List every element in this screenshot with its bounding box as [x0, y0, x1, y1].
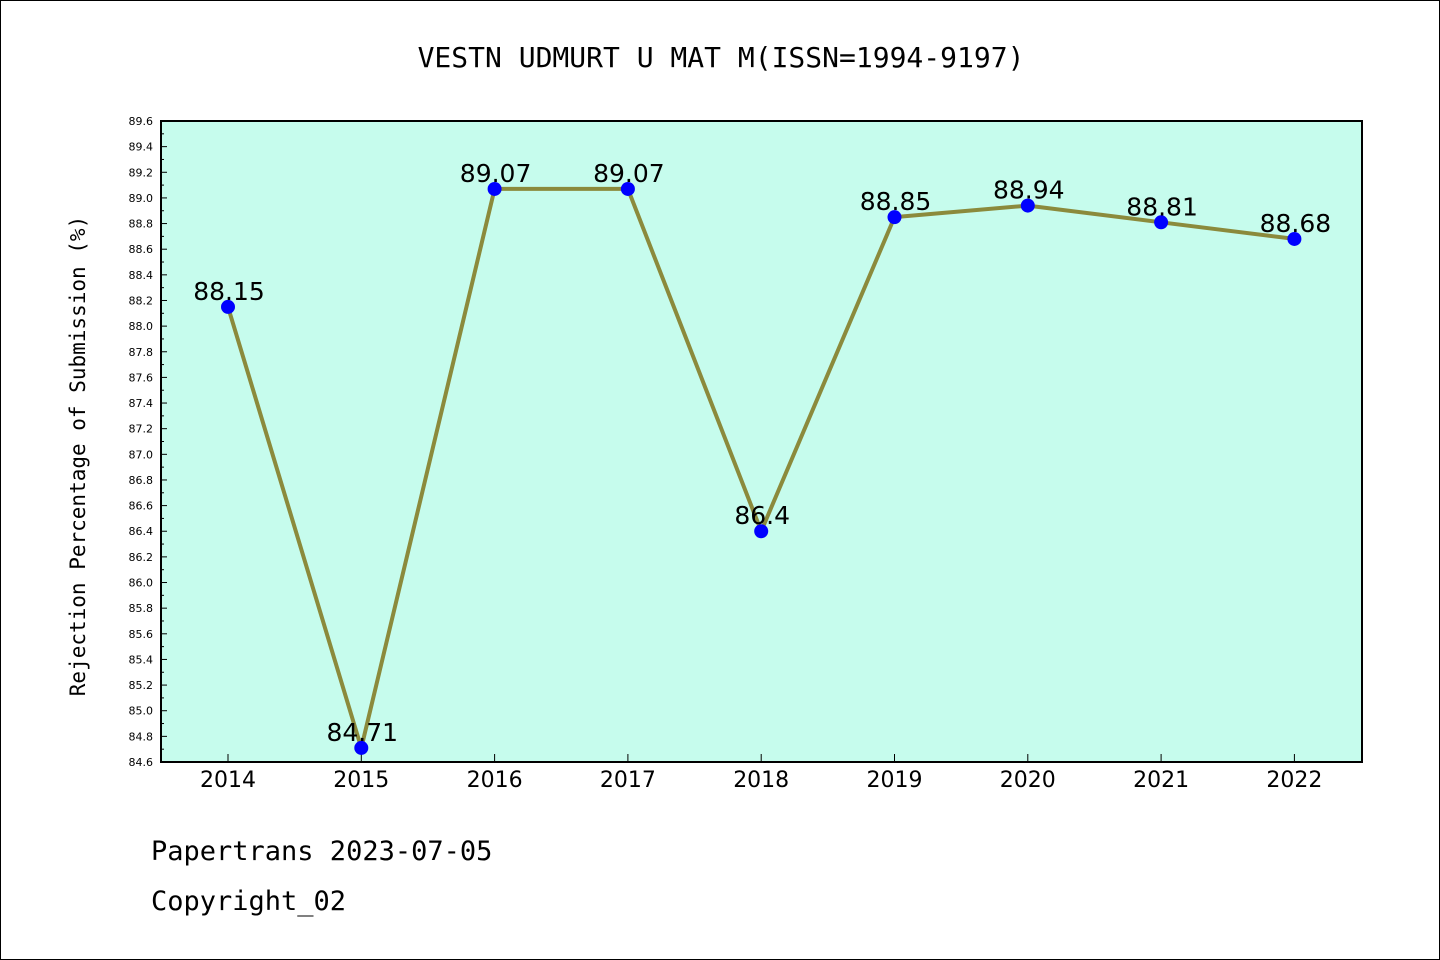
y-tick-label: 87.2 [129, 423, 154, 436]
y-tick-label: 89.6 [129, 115, 154, 128]
y-axis-label: Rejection Percentage of Submission (%) [66, 216, 90, 696]
y-tick-label: 86.0 [129, 577, 154, 590]
x-tick-label: 2014 [200, 768, 256, 793]
x-tick-label: 2022 [1266, 768, 1322, 793]
y-tick-label: 88.6 [129, 243, 154, 256]
data-point [1154, 215, 1169, 230]
x-axis: 2014 2015 2016 2017 2018 2019 2020 2021 2022 [200, 754, 1322, 793]
series-group: 88.15 84.71 89.07 89.07 86.4 88.85 88.94 88.81 8… [193, 159, 1331, 755]
data-label: 88.68 [1260, 209, 1332, 238]
data-label: 88.85 [860, 187, 932, 216]
y-tick-label: 88.0 [129, 320, 154, 333]
x-tick-label: 2019 [867, 768, 923, 793]
y-tick-label: 84.8 [129, 730, 154, 743]
y-tick-label: 86.2 [129, 551, 154, 564]
data-label: 86.4 [734, 501, 790, 530]
y-tick-label: 88.8 [129, 218, 154, 231]
data-point [887, 210, 902, 225]
x-tick-label: 2020 [1000, 768, 1056, 793]
data-point [620, 181, 635, 196]
data-point [754, 524, 769, 539]
x-tick-label: 2018 [733, 768, 789, 793]
data-point [487, 181, 502, 196]
data-label: 89.07 [593, 159, 665, 188]
data-label: 88.94 [993, 176, 1065, 205]
y-tick-label: 85.6 [129, 628, 154, 641]
footer-copyright: Copyright_02 [151, 886, 347, 917]
data-label: 88.15 [193, 277, 265, 306]
y-tick-label: 88.4 [129, 269, 154, 282]
y-tick-label: 85.4 [129, 653, 154, 666]
y-tick-label: 88.2 [129, 294, 154, 307]
data-point [221, 299, 235, 314]
x-tick-label: 2016 [467, 768, 523, 793]
y-tick-label: 89.0 [129, 192, 154, 205]
data-label: 88.81 [1126, 192, 1198, 221]
x-tick-label: 2021 [1133, 768, 1189, 793]
chart-title: VESTN UDMURT U MAT M(ISSN=1994-9197) [418, 41, 1025, 74]
y-tick-label: 89.4 [129, 141, 154, 154]
y-tick-label: 86.8 [129, 474, 154, 487]
y-tick-label: 85.0 [129, 705, 154, 718]
y-tick-label: 89.2 [129, 166, 154, 179]
y-tick-label: 86.4 [129, 525, 154, 538]
y-tick-label: 87.6 [129, 371, 154, 384]
y-tick-label: 87.8 [129, 346, 154, 359]
y-tick-label: 87.0 [129, 448, 154, 461]
y-tick-label: 84.6 [129, 756, 154, 769]
data-label: 84.71 [327, 718, 399, 747]
data-point [354, 740, 369, 755]
y-axis: 84.6 84.8 85.0 85.2 85.4 85.6 85.8 86.0 86.2 86.4… [129, 115, 167, 769]
data-point [1287, 231, 1302, 246]
footer-date: Papertrans 2023-07-05 [151, 836, 493, 867]
y-tick-label: 87.4 [129, 397, 154, 410]
x-tick-label: 2017 [600, 768, 656, 793]
data-point [1020, 198, 1035, 213]
x-tick-label: 2015 [333, 768, 389, 793]
y-tick-label: 85.2 [129, 679, 154, 692]
y-tick-label: 86.6 [129, 500, 154, 513]
data-label: 89.07 [460, 159, 532, 188]
y-tick-label: 85.8 [129, 602, 154, 615]
